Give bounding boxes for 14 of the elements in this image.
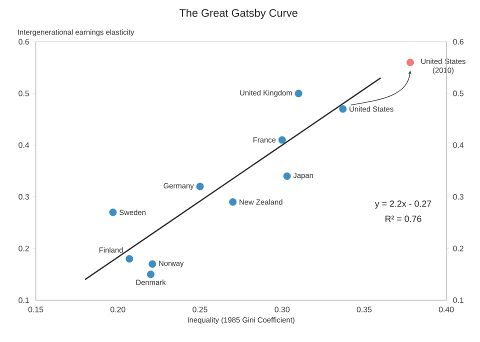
point [294, 90, 302, 98]
annotation: R² = 0.76 [386, 216, 422, 222]
point [126, 255, 134, 263]
point [406, 58, 414, 66]
point [278, 136, 286, 144]
point [229, 198, 237, 206]
point [148, 260, 156, 268]
point [283, 172, 291, 180]
point [109, 208, 117, 216]
annotation: y = 2.2x - 0.27 [374, 200, 432, 209]
point [146, 270, 155, 278]
point [339, 105, 347, 113]
point [196, 182, 204, 190]
chart-title: The Great Gatsby Curve [180, 8, 298, 19]
